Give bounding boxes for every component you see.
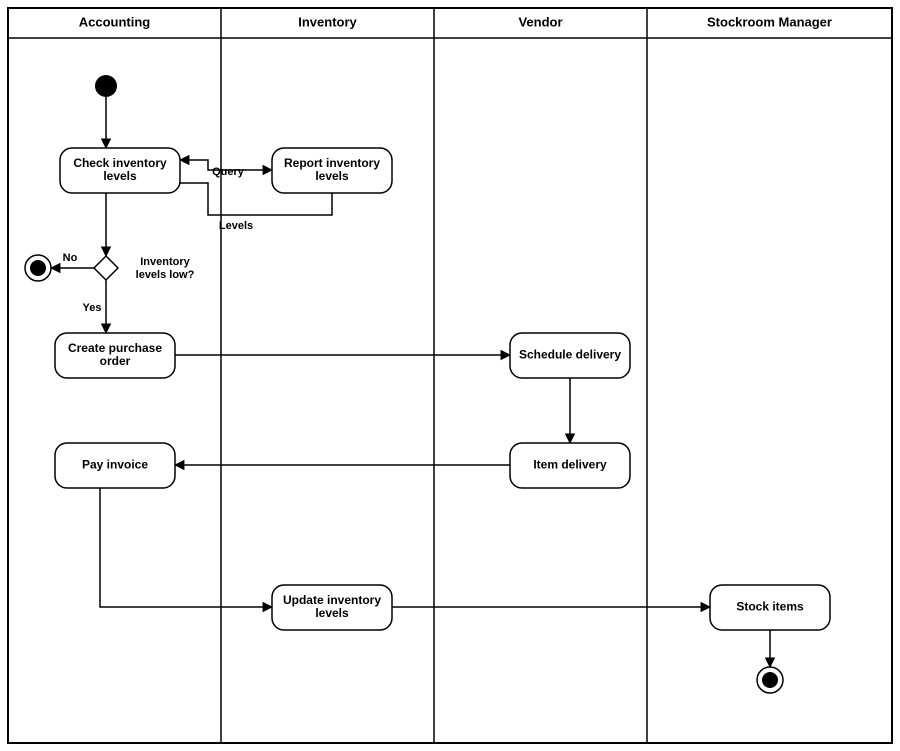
activity-stock-label: Stock items: [736, 600, 804, 614]
activity-item-label: Item delivery: [533, 458, 607, 472]
e-report-check-levels-label: Levels: [219, 220, 253, 232]
activity-pay-label: Pay invoice: [82, 458, 148, 472]
decision-label-decision: levels low?: [136, 269, 195, 281]
end-node-end2-inner: [762, 672, 778, 688]
end-node-end1-inner: [30, 260, 46, 276]
e-check-report-query-label: Query: [212, 166, 245, 178]
activity-report-label: levels: [315, 169, 349, 183]
start-node: [95, 75, 117, 97]
nodes: Check inventorylevelsReport inventorylev…: [25, 75, 830, 693]
lane-header-stockroom: Stockroom Manager: [707, 14, 832, 29]
e-dec-no-label: No: [63, 252, 78, 264]
lane-header-accounting: Accounting: [79, 14, 151, 29]
lane-header-vendor: Vendor: [518, 14, 562, 29]
activity-report-label: Report inventory: [284, 156, 380, 170]
activity-check-label: Check inventory: [73, 156, 167, 170]
activity-create-label: order: [100, 354, 131, 368]
decision-label-decision: Inventory: [140, 256, 190, 268]
activity-update-label: Update inventory: [283, 593, 381, 607]
lane-header-inventory: Inventory: [298, 14, 357, 29]
activity-create-label: Create purchase: [68, 341, 162, 355]
decision-decision: [94, 256, 118, 280]
e-dec-yes-label: Yes: [83, 302, 102, 314]
e-pay-update: [100, 488, 272, 607]
activity-check-label: levels: [103, 169, 137, 183]
activity-schedule-label: Schedule delivery: [519, 348, 621, 362]
activity-diagram: Accounting Inventory Vendor Stockroom Manag…: [0, 0, 900, 751]
activity-update-label: levels: [315, 606, 349, 620]
